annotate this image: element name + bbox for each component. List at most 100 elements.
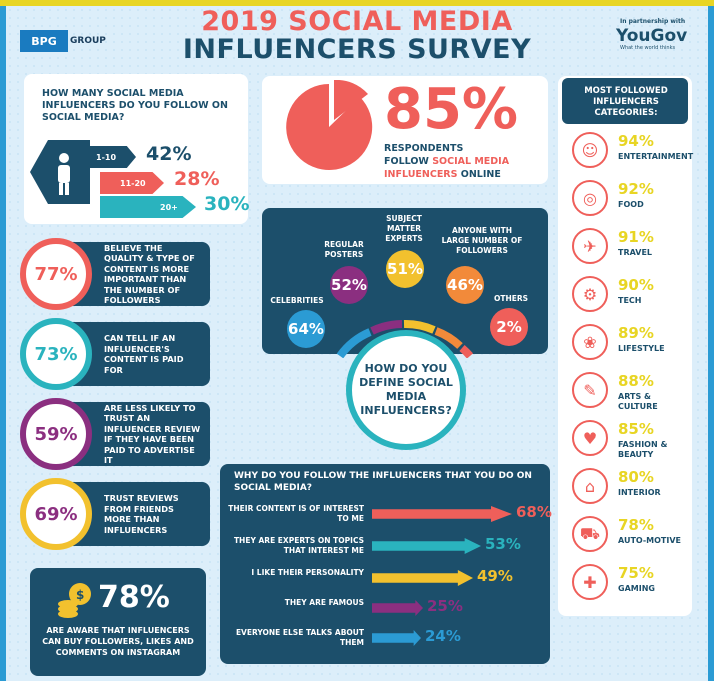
category-name: TECH	[618, 296, 642, 305]
category-pct: 78%	[618, 516, 654, 534]
category-pct: 91%	[618, 228, 654, 246]
category-row: ✎ 88% ARTS & CULTURE	[566, 368, 686, 416]
stat-circle-69: 69%	[20, 478, 92, 550]
stat-row-77: BELIEVE THE QUALITY & TYPE OF CONTENT IS…	[20, 238, 210, 310]
category-row: ⚙ 90% TECH	[566, 272, 686, 320]
person-chart-icon	[58, 153, 70, 195]
bpg-logo: BPG	[20, 30, 68, 52]
buy-text: ARE AWARE THAT INFLUENCERS CAN BUY FOLLO…	[42, 626, 194, 657]
airplane-icon: ✈	[572, 228, 608, 264]
pie-85-icon	[286, 80, 373, 170]
why-bar	[372, 600, 423, 616]
category-pct: 89%	[618, 324, 654, 342]
headline-text: RESPONDENTS FOLLOW SOCIAL MEDIA INFLUENC…	[384, 142, 509, 181]
stat-circle-73: 73%	[20, 318, 92, 390]
stat-row-73: CAN TELL IF AN INFLUENCER'S CONTENT IS P…	[20, 318, 210, 390]
stat-row-69: TRUST REVIEWS FROM FRIENDS MORE THAN INF…	[20, 478, 210, 550]
category-pct: 92%	[618, 180, 654, 198]
pct-20-plus: 30%	[204, 193, 250, 215]
top-band	[0, 0, 714, 6]
category-name: ENTERTAINMENT	[618, 152, 694, 161]
car-icon: ⛟	[572, 516, 608, 552]
follow-question: HOW MANY SOCIAL MEDIA INFLUENCERS DO YOU…	[42, 88, 228, 123]
lipstick-icon: ♥	[572, 420, 608, 456]
why-bar	[372, 538, 481, 554]
why-bar	[372, 630, 421, 646]
why-pct: 24%	[425, 627, 461, 645]
categories-title: MOST FOLLOWED INFLUENCERS CATEGORIES:	[584, 86, 668, 118]
define-pct-regular: 52%	[330, 266, 368, 304]
category-pct: 75%	[618, 564, 654, 582]
why-pct: 25%	[427, 597, 463, 615]
category-pct: 90%	[618, 276, 654, 294]
palette-icon: ✎	[572, 372, 608, 408]
category-pct: 88%	[618, 372, 654, 390]
meditation-icon: ❀	[572, 324, 608, 360]
categories-header-bg	[562, 78, 688, 124]
headline-line-2a: FOLLOW	[384, 156, 433, 167]
theatre-masks-icon: ☺	[572, 132, 608, 168]
category-name: GAMING	[618, 584, 655, 593]
title-line-2: INFLUENCERS SURVEY	[182, 34, 532, 65]
stat-row-59: ARE LESS LIKELY TO TRUST AN INFLUENCER R…	[20, 398, 210, 470]
range-1-10: 1-10	[90, 146, 136, 168]
category-row: ❀ 89% LIFESTYLE	[566, 320, 686, 368]
category-row: ✈ 91% TRAVEL	[566, 224, 686, 272]
define-label-regular: REGULAR POSTERS	[324, 240, 364, 259]
define-label-celebrities: CELEBRITIES	[270, 296, 324, 305]
why-pct: 53%	[485, 535, 521, 553]
define-label-experts: SUBJECT MATTER EXPERTS	[385, 214, 423, 243]
coins-icon: $	[58, 583, 91, 618]
partner-caption: In partnership with	[620, 18, 686, 25]
category-row: ⌂ 80% INTERIOR	[566, 464, 686, 512]
headline-pct: 85%	[384, 77, 519, 142]
category-name: TRAVEL	[618, 248, 653, 257]
pct-1-10: 42%	[146, 143, 192, 165]
category-pct: 85%	[618, 420, 654, 438]
define-label-anyone: ANYONE WITH LARGE NUMBER OF FOLLOWERS	[441, 226, 523, 255]
define-pct-anyone: 46%	[446, 266, 484, 304]
buy-pct: 78%	[98, 580, 170, 615]
why-label: THEIR CONTENT IS OF INTEREST TO ME	[228, 504, 364, 523]
category-name: INTERIOR	[618, 488, 661, 497]
define-label-others: OTHERS	[493, 294, 529, 303]
why-question: WHY DO YOU FOLLOW THE INFLUENCERS THAT Y…	[234, 471, 532, 493]
stat-circle-59: 59%	[20, 398, 92, 470]
headline-line-2b: SOCIAL MEDIA	[432, 156, 510, 167]
category-name: LIFESTYLE	[618, 344, 665, 353]
why-label: THEY ARE EXPERTS ON TOPICS THAT INTEREST…	[233, 536, 364, 555]
define-question: HOW DO YOU DEFINE SOCIAL MEDIA INFLUENCE…	[346, 330, 466, 450]
category-name: FASHION & BEAUTY	[618, 440, 668, 459]
stat-circle-77: 77%	[20, 238, 92, 310]
category-name: FOOD	[618, 200, 644, 209]
headline-line-3a: INFLUENCERS	[384, 169, 458, 180]
why-pct: 68%	[516, 503, 552, 521]
why-pct: 49%	[477, 567, 513, 585]
category-row: ✚ 75% GAMING	[566, 560, 686, 608]
category-row: ♥ 85% FASHION & BEAUTY	[566, 416, 686, 464]
define-arc	[336, 320, 474, 358]
category-row: ☺ 94% ENTERTAINMENT	[566, 128, 693, 176]
yougov-logo: YouGov	[616, 26, 688, 46]
category-pct: 80%	[618, 468, 654, 486]
why-label: THEY ARE FAMOUS	[284, 598, 364, 607]
range-20-plus: 20+	[100, 196, 196, 218]
category-pct: 94%	[618, 132, 654, 150]
pct-11-20: 28%	[174, 168, 220, 190]
headline-line-1: RESPONDENTS	[384, 143, 464, 154]
android-robot-icon: ⚙	[572, 276, 608, 312]
define-pct-experts: 51%	[386, 250, 424, 288]
why-bar	[372, 570, 473, 586]
range-11-20: 11-20	[100, 172, 164, 194]
buy-followers-card	[30, 568, 206, 676]
title-line-1: 2019 SOCIAL MEDIA	[201, 6, 513, 37]
armchair-icon: ⌂	[572, 468, 608, 504]
gamepad-icon: ✚	[572, 564, 608, 600]
headline-line-3b: ONLINE	[457, 169, 501, 180]
why-bar	[372, 506, 512, 522]
plate-cutlery-icon: ◎	[572, 180, 608, 216]
define-pct-celebrities: 64%	[287, 310, 325, 348]
define-pct-others: 2%	[490, 308, 528, 346]
why-card	[220, 464, 550, 664]
why-label: EVERYONE ELSE TALKS ABOUT THEM	[235, 628, 364, 647]
